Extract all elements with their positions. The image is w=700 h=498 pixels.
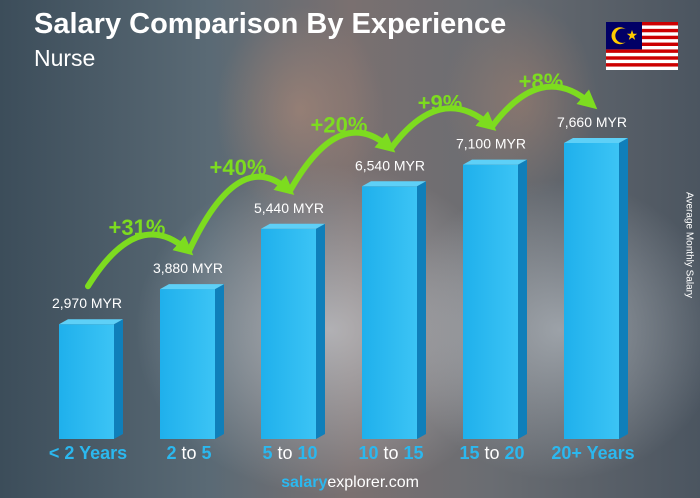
bar <box>564 143 619 439</box>
bar-side <box>417 181 426 440</box>
footer-brand-rest: explorer.com <box>327 474 419 491</box>
x-tick-label: 10 to 15 <box>358 443 424 463</box>
x-tick-label: 2 to 5 <box>166 443 212 463</box>
increase-arrow <box>85 231 194 290</box>
bar-value-label: 7,660 MYR <box>557 114 627 130</box>
bar-top <box>564 138 628 143</box>
bar-value-label: 2,970 MYR <box>52 295 122 311</box>
chart-subtitle: Nurse <box>34 45 96 71</box>
footer-brand: salaryexplorer.com <box>281 474 419 492</box>
x-tick-label: 15 to 20 <box>459 443 525 463</box>
increase-label: +40% <box>210 155 267 180</box>
bar-value-label: 6,540 MYR <box>355 157 425 173</box>
increase-arrow <box>489 83 598 130</box>
bar-top <box>261 223 325 229</box>
increase-arrow <box>388 105 497 152</box>
bar-side <box>619 138 628 439</box>
footer-brand-bold: salary <box>281 474 328 491</box>
x-tick-label: 20+ Years <box>551 443 635 463</box>
malaysia-flag-icon <box>606 22 678 70</box>
bar-value-label: 7,100 MYR <box>456 136 526 152</box>
increase-label: +31% <box>109 215 166 240</box>
bar-top <box>463 159 527 165</box>
bar-side <box>215 284 224 439</box>
increase-arrow <box>287 129 396 194</box>
bar-top <box>59 319 123 325</box>
bar-top <box>160 284 224 290</box>
bar <box>160 289 215 439</box>
bar-side <box>518 159 527 439</box>
bar-top <box>362 181 426 187</box>
bar <box>362 186 417 439</box>
chart-title: Salary Comparison By Experience <box>34 8 507 40</box>
increase-label: +8% <box>519 69 564 94</box>
increase-label: +9% <box>418 91 463 116</box>
bar <box>59 324 114 439</box>
x-tick-label: < 2 Years <box>48 443 128 463</box>
bar-value-label: 3,880 MYR <box>153 260 223 276</box>
bar-side <box>316 223 325 439</box>
bar <box>463 164 518 439</box>
increase-label: +20% <box>311 112 368 137</box>
bar-value-label: 5,440 MYR <box>254 200 324 216</box>
x-tick-label: 5 to 10 <box>262 443 318 463</box>
bar-side <box>114 319 123 439</box>
bar <box>261 228 316 439</box>
increase-arrow <box>186 173 295 255</box>
